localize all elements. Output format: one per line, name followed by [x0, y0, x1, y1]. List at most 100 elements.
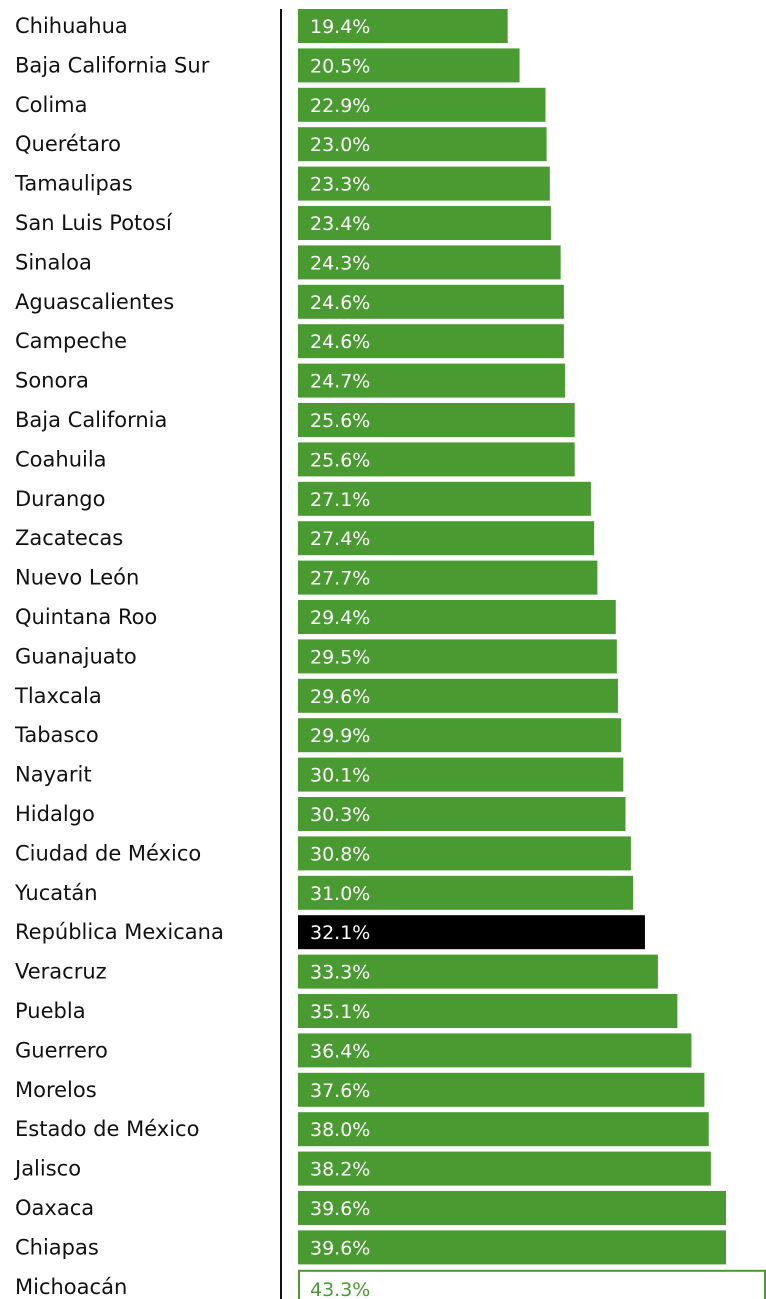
bar-row: Tlaxcala 29.6% [14, 678, 618, 713]
bar [298, 87, 546, 122]
bar-row: Morelos 37.6% [15, 1072, 705, 1107]
bar [298, 324, 564, 359]
bar-row: República Mexicana 32.1% [15, 915, 645, 950]
value-label: 25.6% [310, 449, 370, 471]
category-label: Aguascalientes [15, 290, 174, 314]
category-label: Michoacán [15, 1275, 127, 1299]
bar-row: Yucatán 31.0% [14, 875, 634, 910]
bar-row: Chihuahua 19.4% [15, 9, 508, 43]
category-label: Zacatecas [15, 526, 123, 550]
bar-row: Ciudad de México 30.8% [15, 836, 631, 871]
category-label: Sinaloa [15, 250, 92, 274]
value-label: 43.3% [310, 1279, 370, 1299]
value-label: 29.6% [310, 686, 370, 708]
value-label: 24.6% [310, 292, 370, 314]
bar-row: Oaxaca 39.6% [15, 1191, 727, 1225]
value-label: 31.0% [310, 883, 370, 905]
bar [298, 639, 617, 674]
value-label: 23.4% [310, 213, 370, 235]
bar [298, 127, 547, 162]
category-label: Hidalgo [15, 802, 95, 826]
category-label: Guanajuato [15, 644, 137, 668]
bar [298, 403, 575, 437]
bar-row: San Luis Potosí 23.4% [15, 206, 551, 240]
value-label: 19.4% [310, 16, 370, 38]
bar [298, 678, 618, 713]
value-label: 38.2% [310, 1159, 370, 1181]
bar [298, 757, 624, 792]
value-label: 24.3% [310, 252, 370, 274]
category-label: Yucatán [14, 881, 98, 905]
bar-row: Sonora 24.7% [15, 363, 565, 398]
category-label: Querétaro [15, 132, 121, 156]
category-label: Chiapas [15, 1235, 99, 1259]
bar [298, 797, 626, 831]
bar [298, 836, 631, 871]
value-label: 30.3% [310, 804, 370, 826]
bar-row: Puebla 35.1% [15, 994, 678, 1028]
category-label: Tamaulipas [14, 172, 133, 196]
category-label: Durango [15, 487, 105, 511]
bar-row: Campeche 24.6% [15, 324, 564, 359]
bar-row: Jalisco 38.2% [13, 1151, 711, 1186]
category-label: Colima [15, 93, 88, 117]
value-label: 23.3% [310, 174, 370, 196]
category-label: Nuevo León [15, 566, 139, 590]
category-label: Estado de México [15, 1117, 199, 1141]
bar [298, 1072, 705, 1107]
category-label: Jalisco [13, 1157, 81, 1181]
bar [298, 1151, 711, 1186]
category-label: San Luis Potosí [15, 211, 173, 235]
value-label: 39.6% [310, 1198, 370, 1220]
value-label: 24.6% [310, 331, 370, 353]
category-label: Coahuila [15, 447, 107, 471]
category-label: Sonora [15, 369, 89, 393]
category-label: Guerrero [15, 1038, 108, 1062]
value-label: 20.5% [310, 55, 370, 77]
bar-row: Hidalgo 30.3% [15, 797, 626, 831]
value-label: 27.4% [310, 528, 370, 550]
category-label: Nayarit [15, 763, 92, 787]
category-label: Campeche [15, 329, 127, 353]
bar [298, 9, 508, 43]
bar-row: Baja California 25.6% [15, 403, 575, 437]
value-label: 39.6% [310, 1237, 370, 1259]
bar-row: Veracruz 33.3% [15, 954, 658, 989]
bar [298, 875, 634, 910]
value-label: 29.9% [310, 725, 370, 747]
bar-row: Quintana Roo 29.4% [15, 600, 616, 634]
bar [298, 284, 564, 319]
bar [298, 954, 658, 989]
bar-row: Coahuila 25.6% [15, 442, 575, 477]
value-label: 27.7% [310, 568, 370, 590]
value-label: 29.5% [310, 646, 370, 668]
category-label: Morelos [15, 1078, 97, 1102]
bar-row: Baja California Sur 20.5% [15, 48, 520, 83]
bar [298, 560, 598, 595]
bar [298, 166, 550, 201]
bar-row: Durango 27.1% [15, 481, 591, 516]
category-label: Oaxaca [15, 1196, 94, 1220]
value-label: 33.3% [310, 962, 370, 984]
bar-row: Michoacán 43.3% [15, 1269, 766, 1299]
bar [298, 206, 551, 240]
value-label: 38.0% [310, 1119, 370, 1141]
bar-row: Querétaro 23.0% [15, 127, 547, 162]
category-label: Puebla [15, 999, 86, 1023]
category-label: Baja California Sur [15, 53, 210, 77]
bar [298, 1191, 727, 1225]
category-label: República Mexicana [15, 920, 224, 944]
value-label: 27.1% [310, 489, 370, 511]
bar-row: Zacatecas 27.4% [15, 521, 595, 556]
bar [298, 718, 622, 753]
bar-row: Tamaulipas 23.3% [14, 166, 550, 201]
category-label: Chihuahua [15, 14, 128, 38]
bar-row: Nayarit 30.1% [15, 757, 624, 792]
bar [298, 363, 565, 398]
value-label: 32.1% [310, 922, 370, 944]
bar [298, 1033, 692, 1068]
bar-row: Nuevo León 27.7% [15, 560, 598, 595]
bar [298, 994, 678, 1028]
value-label: 30.8% [310, 843, 370, 865]
